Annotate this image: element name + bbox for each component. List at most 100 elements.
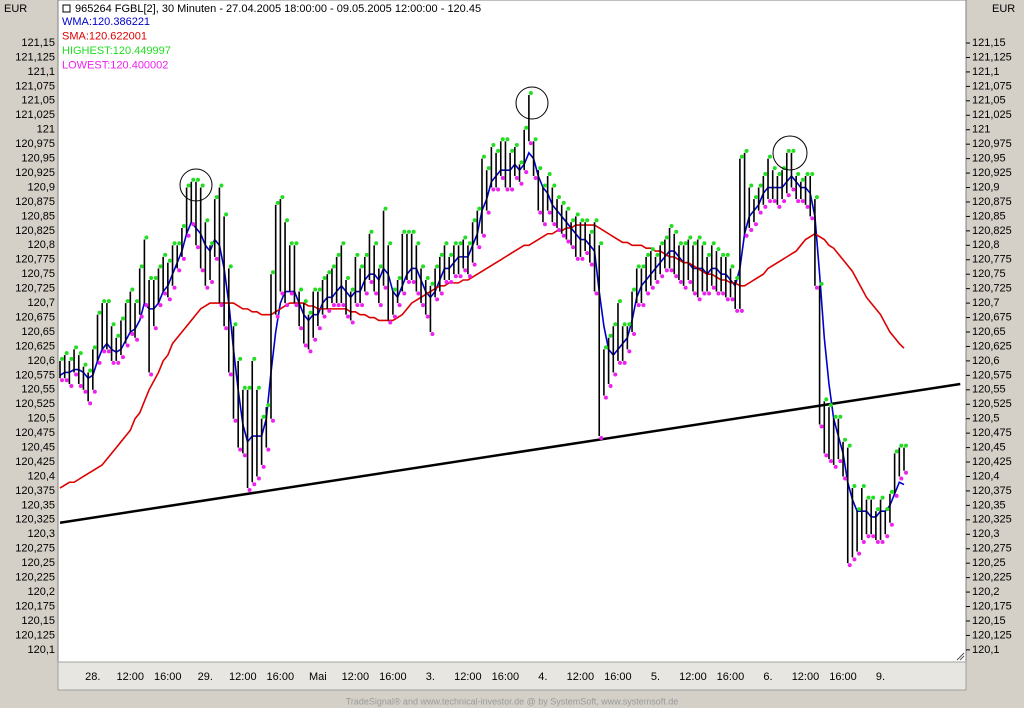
- lowest-dot: [341, 303, 346, 308]
- lowest-dot: [622, 360, 627, 365]
- lowest-dot: [674, 274, 679, 279]
- y-tick-label-right: 120,2: [972, 586, 1000, 598]
- lowest-dot: [852, 557, 857, 562]
- highest-dot: [453, 241, 458, 246]
- plot-layer: [59, 91, 961, 568]
- footer: TradeSignal® and www.technical-investor.…: [346, 696, 679, 706]
- highest-dot: [861, 484, 866, 489]
- x-tick-label: 16:00: [267, 671, 295, 683]
- x-tick-label: Mai: [309, 671, 327, 683]
- lowest-dot: [388, 320, 393, 325]
- lowest-dot: [861, 540, 866, 545]
- highest-dot: [838, 414, 843, 419]
- lowest-dot: [120, 355, 125, 360]
- lowest-dot: [566, 239, 571, 244]
- highest-dot: [664, 235, 669, 240]
- lowest-dot: [303, 343, 308, 348]
- lowest-dot: [814, 285, 819, 290]
- highest-dot: [266, 403, 271, 408]
- lowest-dot: [285, 303, 290, 308]
- highest-dot: [561, 200, 566, 205]
- highest-dot: [369, 229, 374, 234]
- y-tick-label-right: 120,175: [972, 600, 1012, 612]
- highest-dot: [904, 443, 908, 448]
- indicator-line: [59, 224, 905, 489]
- y-tick-label-right: 120,325: [972, 514, 1012, 526]
- y-tick-label: 120,875: [15, 196, 55, 208]
- lowest-dot: [280, 291, 285, 296]
- y-tick-label: 120,9: [27, 181, 55, 193]
- highest-dot: [275, 200, 280, 205]
- lowest-dot: [360, 303, 365, 308]
- highest-dot: [256, 385, 261, 390]
- highest-dot: [163, 252, 168, 257]
- lowest-dot: [678, 279, 683, 284]
- lowest-dot: [749, 227, 754, 232]
- highest-dot: [411, 229, 416, 234]
- lowest-dot: [716, 291, 721, 296]
- lowest-dot: [374, 291, 379, 296]
- lowest-dot: [542, 222, 547, 227]
- lowest-dot: [336, 303, 341, 308]
- lowest-dot: [711, 285, 716, 290]
- y-tick-label: 120,275: [15, 543, 55, 555]
- highest-dot: [599, 241, 604, 246]
- lowest-dot: [641, 303, 646, 308]
- highest-dot: [819, 281, 824, 286]
- lowest-dot: [228, 372, 233, 377]
- lowest-dot: [735, 308, 740, 313]
- highest-dot: [261, 414, 266, 419]
- y-tick-label: 121,15: [21, 37, 55, 49]
- highest-dot: [857, 507, 862, 512]
- y-tick-label: 121,075: [15, 80, 55, 92]
- lowest-dot: [439, 291, 444, 296]
- y-tick-label: 120,325: [15, 514, 55, 526]
- lowest-dot: [350, 320, 355, 325]
- lowest-dot: [524, 170, 529, 175]
- highest-dot: [772, 166, 777, 171]
- highest-dot: [800, 177, 805, 182]
- highest-dot: [60, 356, 64, 361]
- lowest-dot: [599, 436, 604, 441]
- lowest-dot: [782, 199, 787, 204]
- lowest-dot: [528, 141, 533, 146]
- highest-dot: [125, 299, 130, 304]
- y-tick-label: 120,35: [21, 499, 55, 511]
- x-tick-label: 12:00: [342, 671, 370, 683]
- lowest-dot: [660, 274, 665, 279]
- highest-dot: [678, 241, 683, 246]
- highest-dot: [655, 252, 660, 257]
- lowest-dot: [664, 268, 669, 273]
- highest-dot: [580, 218, 585, 223]
- lowest-dot: [547, 210, 552, 215]
- lowest-dot: [594, 291, 599, 296]
- highest-dot: [693, 241, 697, 246]
- highest-dot: [505, 137, 510, 142]
- y-tick-label-right: 120,9: [972, 181, 1000, 193]
- y-tick-label: 120,45: [21, 441, 55, 453]
- legend-entry: HIGHEST:120.449997: [62, 45, 171, 57]
- lowest-dot: [889, 522, 894, 527]
- x-tick-label: 16:00: [379, 671, 407, 683]
- lowest-dot: [800, 199, 805, 204]
- y-tick-label-right: 120,925: [972, 167, 1012, 179]
- lowest-dot: [444, 279, 449, 284]
- symbol-icon: [62, 4, 71, 13]
- lowest-dot: [435, 297, 440, 302]
- highest-dot: [472, 218, 477, 223]
- highest-dot: [280, 195, 285, 200]
- highest-dot: [139, 264, 144, 269]
- highest-dot: [739, 154, 744, 159]
- x-tick-label: 12:00: [567, 671, 595, 683]
- x-tick-label: 4.: [538, 671, 547, 683]
- y-tick-label-right: 121,025: [972, 109, 1012, 121]
- highest-dot: [224, 212, 229, 217]
- highest-dot: [711, 241, 716, 246]
- highest-dot: [828, 403, 833, 408]
- highest-dot: [350, 287, 355, 292]
- y-tick-label-right: 120,225: [972, 572, 1012, 584]
- highest-dot: [228, 264, 233, 269]
- highest-dot: [594, 218, 599, 223]
- y-tick-label: 120,55: [21, 384, 55, 396]
- highest-dot: [463, 235, 468, 240]
